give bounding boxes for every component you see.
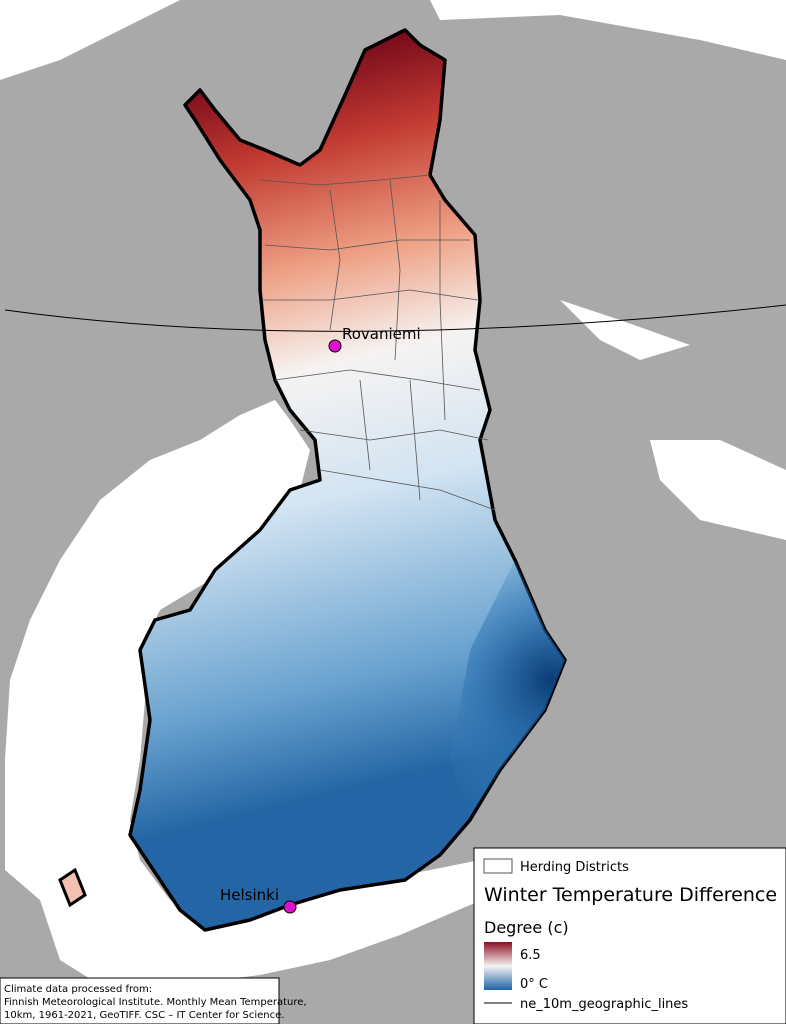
lake [650,440,786,540]
aland [58,867,87,908]
sea [430,0,786,60]
finland [128,28,567,932]
lake [560,300,690,360]
source-text: Climate data processed from: [4,984,152,995]
herding-districts [259,174,496,511]
sea [5,400,560,985]
legend-item: ne_10m_geographic_lines [520,997,688,1012]
cold-area [450,560,565,820]
legend-max: 6.5 [520,948,541,963]
city-label: Helsinki [220,886,279,904]
source-text: 10km, 1961-2021, GeoTIFF. CSC – IT Cente… [4,1010,284,1021]
legend-item: Herding Districts [520,860,629,875]
sea [0,0,180,80]
legend-min: 0° C [520,977,548,992]
source-box [0,977,280,1024]
legend-swatch [483,858,513,874]
legend-ramp [484,942,512,990]
city-label: Rovaniemi [342,325,421,343]
arctic-circle [4,304,786,332]
legend [473,847,786,1024]
source-text: Finnish Meteorological Institute. Monthl… [4,997,307,1008]
land [250,930,470,1024]
legend-title: Winter Temperature Difference [484,884,777,906]
legend-subtitle: Degree (c) [484,918,569,937]
city-marker [328,339,342,353]
city-marker [283,900,297,914]
